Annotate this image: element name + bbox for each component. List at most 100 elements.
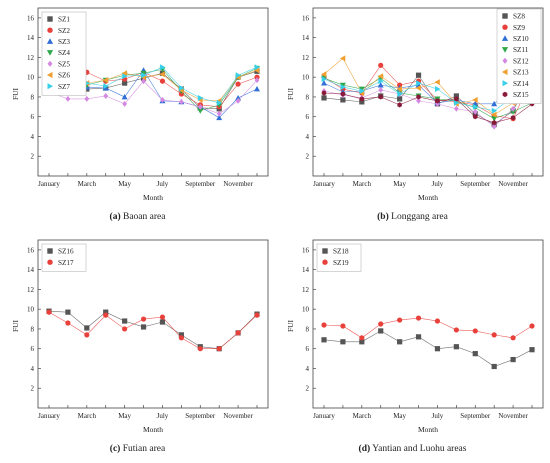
data-point bbox=[178, 98, 184, 105]
data-point bbox=[321, 95, 327, 101]
data-point bbox=[102, 85, 109, 91]
legend-marker bbox=[46, 50, 54, 56]
data-point bbox=[416, 94, 421, 100]
data-point bbox=[254, 86, 260, 92]
chart-yantian-luohu: 2 4 6 8 10 12 14 16 January March May July September… bbox=[286, 239, 544, 434]
data-point bbox=[435, 86, 441, 93]
data-point bbox=[254, 64, 260, 71]
data-point bbox=[416, 80, 422, 87]
legend-label: SZ9 bbox=[513, 24, 525, 32]
x-axis-label: Month bbox=[143, 425, 163, 434]
y-tick-label: 12 bbox=[27, 286, 35, 294]
data-point bbox=[340, 339, 346, 345]
y-tick-label: 8 bbox=[31, 325, 35, 333]
data-point bbox=[510, 115, 516, 121]
caption-baoan: (a) Baoan area bbox=[109, 212, 166, 222]
legend-label: SZ5 bbox=[58, 60, 70, 68]
data-point bbox=[122, 318, 128, 324]
y-tick-label: 16 bbox=[302, 14, 310, 22]
x-tick-label: July bbox=[432, 412, 444, 420]
legend: SZ16 SZ17 bbox=[41, 243, 87, 272]
data-point bbox=[178, 332, 184, 338]
data-point bbox=[254, 312, 260, 318]
y-tick-label: 10 bbox=[27, 306, 35, 314]
y-tick-label: 16 bbox=[27, 14, 35, 22]
data-point bbox=[141, 72, 147, 79]
data-point bbox=[178, 85, 185, 92]
series-sz5 bbox=[46, 77, 260, 117]
x-tick-label: March bbox=[78, 412, 97, 420]
chart-baoan: 2 4 6 8 10 12 14 16 January March May July September… bbox=[11, 7, 269, 202]
y-axis-label: FUI bbox=[11, 319, 20, 332]
data-point bbox=[359, 96, 365, 102]
series-line bbox=[48, 79, 258, 115]
data-point bbox=[359, 339, 365, 345]
x-tick-label: March bbox=[353, 180, 372, 188]
x-tick-label: September bbox=[460, 412, 491, 420]
legend-label: SZ12 bbox=[513, 57, 529, 65]
data-point bbox=[216, 99, 223, 106]
chart-futian: 2 4 6 8 10 12 14 16 January March May July September… bbox=[11, 239, 269, 434]
x-tick-label: November bbox=[223, 180, 253, 188]
data-point bbox=[339, 82, 346, 89]
y-tick-label: 4 bbox=[306, 133, 310, 141]
y-tick-label: 10 bbox=[27, 74, 35, 82]
data-point bbox=[377, 73, 384, 80]
series-sz18 bbox=[321, 328, 535, 370]
y-tick-label: 8 bbox=[31, 93, 35, 101]
data-point bbox=[340, 91, 346, 97]
x-axis-label: Month bbox=[418, 425, 438, 434]
data-point bbox=[254, 67, 260, 74]
data-point bbox=[103, 92, 109, 99]
legend-label: SZ18 bbox=[333, 248, 349, 256]
data-point bbox=[216, 114, 223, 121]
data-point bbox=[103, 309, 109, 315]
chart-panel-yantian-luohu: 2 4 6 8 10 12 14 16 January March May July September… bbox=[275, 232, 550, 463]
data-point bbox=[396, 86, 403, 93]
x-tick-label: January bbox=[38, 412, 60, 420]
y-tick-label: 14 bbox=[302, 34, 310, 42]
data-point bbox=[102, 77, 109, 84]
x-tick-label: May bbox=[118, 412, 131, 420]
legend-label: SZ11 bbox=[513, 46, 529, 54]
legend-marker bbox=[501, 35, 509, 41]
legend-marker bbox=[47, 16, 53, 22]
data-point bbox=[140, 316, 147, 322]
data-point bbox=[103, 83, 109, 90]
data-point bbox=[378, 328, 384, 334]
data-point bbox=[453, 99, 460, 106]
data-point bbox=[491, 363, 497, 370]
legend-label: SZ2 bbox=[58, 27, 70, 35]
data-point bbox=[472, 108, 478, 115]
legend-label: SZ16 bbox=[58, 248, 74, 256]
data-point bbox=[121, 93, 128, 100]
legend-marker bbox=[502, 57, 508, 64]
chart-longgang: 2 4 6 8 10 12 14 16 January March May July September… bbox=[286, 7, 544, 202]
data-point bbox=[321, 80, 327, 86]
x-tick-label: November bbox=[498, 412, 528, 420]
y-tick-label: 2 bbox=[306, 385, 310, 393]
x-tick-label: September bbox=[185, 180, 216, 188]
data-point bbox=[434, 318, 441, 324]
series-line bbox=[323, 64, 533, 120]
legend-label: SZ1 bbox=[58, 16, 70, 24]
series-line bbox=[323, 73, 533, 127]
y-tick-label: 4 bbox=[31, 365, 35, 373]
legend-marker bbox=[47, 248, 53, 254]
data-point bbox=[197, 346, 203, 352]
data-point bbox=[235, 72, 242, 79]
data-point bbox=[321, 322, 327, 328]
data-point bbox=[491, 123, 497, 130]
data-point bbox=[321, 76, 327, 83]
data-point bbox=[491, 100, 498, 107]
data-point bbox=[197, 108, 204, 114]
data-point bbox=[254, 77, 260, 84]
x-tick-label: May bbox=[118, 180, 131, 188]
series-sz19 bbox=[321, 315, 535, 341]
data-point bbox=[378, 87, 384, 94]
data-point bbox=[159, 71, 165, 78]
data-point bbox=[235, 81, 241, 87]
data-point bbox=[84, 332, 90, 338]
legend-marker bbox=[502, 13, 508, 19]
legend-marker bbox=[502, 80, 509, 87]
